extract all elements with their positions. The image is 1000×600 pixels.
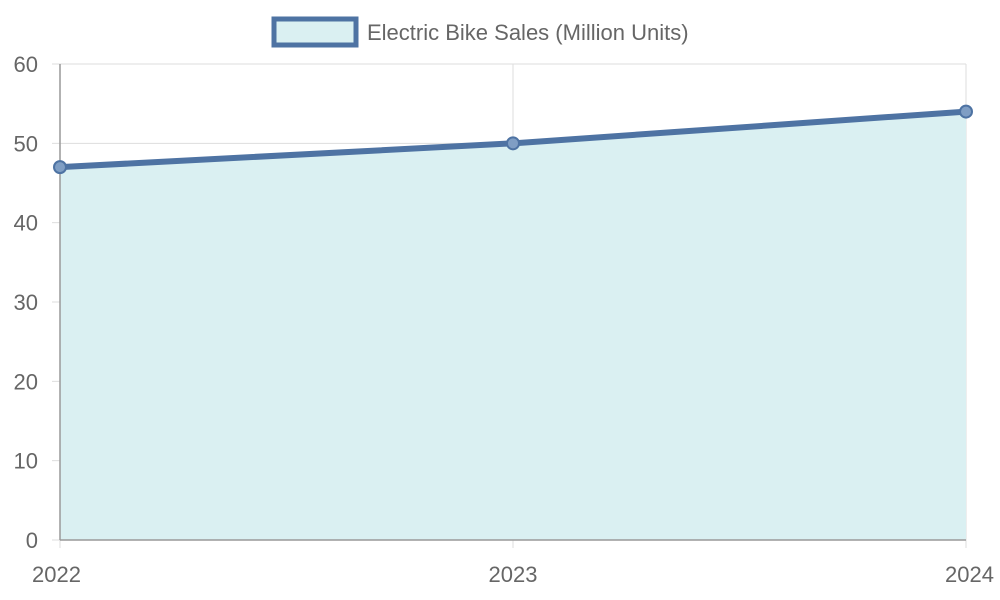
y-tick-label: 20 bbox=[14, 369, 38, 394]
axes bbox=[59, 64, 966, 541]
y-tick-label: 0 bbox=[26, 528, 38, 553]
area-fill bbox=[60, 111, 966, 540]
y-tick-label: 10 bbox=[14, 449, 38, 474]
x-tick-label: 2024 bbox=[945, 562, 994, 587]
data-point[interactable] bbox=[959, 104, 973, 119]
y-tick-label: 40 bbox=[14, 211, 38, 236]
y-tick-label: 60 bbox=[14, 52, 38, 77]
legend-swatch[interactable] bbox=[271, 16, 359, 48]
x-tick-label: 2023 bbox=[489, 562, 538, 587]
data-point[interactable] bbox=[53, 160, 67, 175]
x-tick-label: 2022 bbox=[32, 562, 81, 587]
data-point[interactable] bbox=[506, 136, 520, 151]
data-points bbox=[53, 104, 973, 175]
y-tick-label: 50 bbox=[14, 131, 38, 156]
plot-area bbox=[60, 111, 966, 540]
legend-label[interactable]: Electric Bike Sales (Million Units) bbox=[367, 20, 689, 45]
y-tick-label: 30 bbox=[14, 290, 38, 315]
legend[interactable]: Electric Bike Sales (Million Units) bbox=[271, 16, 689, 48]
tick-labels: 0 10 20 30 40 50 60 2022 2023 2024 bbox=[14, 52, 994, 587]
